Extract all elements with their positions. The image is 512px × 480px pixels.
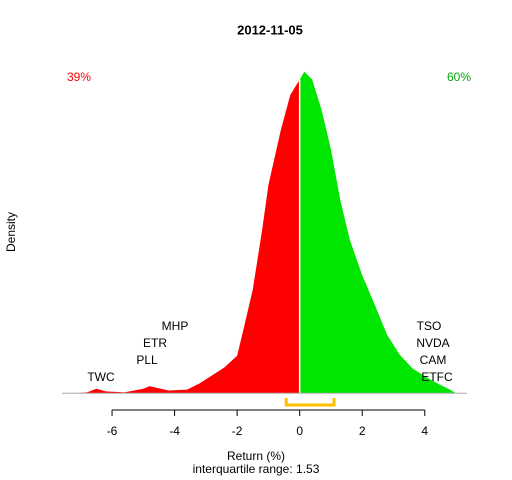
y-axis-label: Density: [4, 212, 18, 252]
ticker-label: TWC: [87, 370, 115, 384]
ticker-label: PLL: [136, 353, 158, 367]
chart-title: 2012-11-05: [237, 22, 303, 37]
ticker-label: NVDA: [416, 336, 449, 350]
x-axis-label: Return (%): [227, 449, 285, 463]
x-tick-label: -2: [232, 424, 243, 438]
ticker-label: MHP: [162, 319, 189, 333]
left-share: 39%: [67, 70, 91, 84]
ticker-label: ETR: [143, 336, 167, 350]
density-area: [74, 79, 300, 394]
x-tick-label: 2: [359, 424, 366, 438]
ticker-label: TSO: [417, 319, 442, 333]
x-tick-label: -6: [107, 424, 118, 438]
density-area: [299, 71, 457, 394]
right-share: 60%: [447, 70, 471, 84]
ticker-label: ETFC: [421, 370, 453, 384]
subtitle: interquartile range: 1.53: [193, 462, 320, 476]
ticker-label: CAM: [420, 353, 447, 367]
iqr-bracket: [284, 398, 336, 407]
x-tick-label: 0: [296, 424, 303, 438]
x-tick-label: 4: [421, 424, 428, 438]
x-tick-label: -4: [169, 424, 180, 438]
